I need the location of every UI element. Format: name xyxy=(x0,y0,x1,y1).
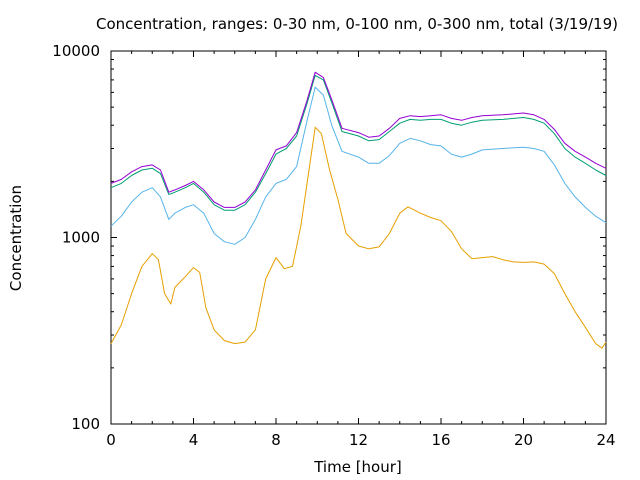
series-line-3 xyxy=(110,74,607,211)
y-axis-label: Concentration xyxy=(7,185,25,291)
x-tick-label: 12 xyxy=(349,431,368,449)
series-line-4 xyxy=(110,71,607,208)
series-line-2 xyxy=(110,86,607,245)
y-tick-label: 10000 xyxy=(52,42,100,60)
chart-title: Concentration, ranges: 0-30 nm, 0-100 nm… xyxy=(96,15,618,33)
plot-frame xyxy=(110,50,607,425)
y-tick-label: 100 xyxy=(71,415,100,433)
x-tick-label: 8 xyxy=(271,431,281,449)
x-tick-label: 16 xyxy=(431,431,450,449)
x-tick-label: 24 xyxy=(596,431,615,449)
plot-area: 0 4 8 12 16 20 24 100 1000 10000 xyxy=(52,42,615,449)
x-axis-label: Time [hour] xyxy=(313,458,402,476)
series-line-1 xyxy=(110,126,607,349)
x-tick-label: 20 xyxy=(514,431,533,449)
x-tick-label: 0 xyxy=(106,431,116,449)
y-tick-label: 1000 xyxy=(62,229,100,247)
x-tick-label: 4 xyxy=(189,431,199,449)
